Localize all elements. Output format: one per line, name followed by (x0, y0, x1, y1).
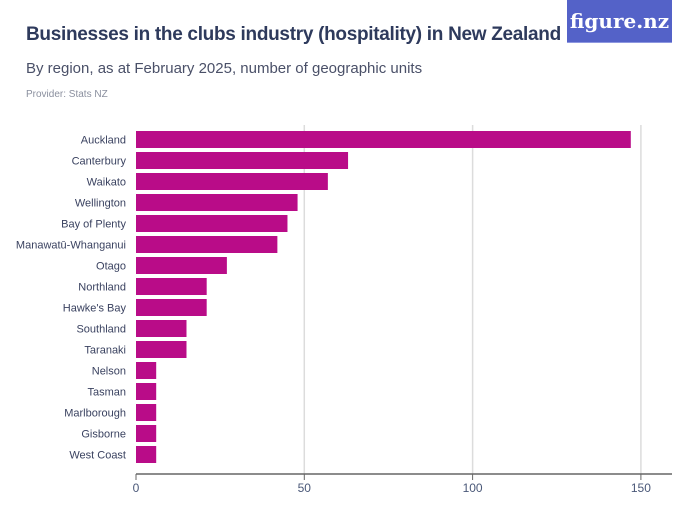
category-label: Waikato (87, 177, 126, 189)
chart-subtitle: By region, as at February 2025, number o… (26, 60, 423, 77)
bar-west-coast (136, 446, 157, 463)
bar-bay-of-plenty (136, 215, 288, 232)
bar-waikato (136, 173, 328, 190)
category-label: Tasman (87, 387, 126, 399)
provider-text: Provider: Stats NZ (26, 89, 108, 100)
category-label: Bay of Plenty (61, 219, 126, 231)
category-label: Nelson (92, 366, 126, 378)
x-tick-label: 50 (298, 481, 312, 495)
category-label: Taranaki (84, 345, 126, 357)
bar-auckland (136, 131, 631, 148)
category-label: Otago (96, 261, 126, 273)
bar-gisborne (136, 425, 157, 442)
bar-manawat-whanganui (136, 236, 278, 253)
category-label: West Coast (69, 450, 126, 462)
bar-otago (136, 257, 227, 274)
category-label: Southland (76, 324, 126, 336)
bar-canterbury (136, 152, 349, 169)
category-label: Manawatū-Whanganui (16, 240, 126, 252)
category-label: Hawke's Bay (63, 303, 127, 315)
bar-marlborough (136, 404, 157, 421)
category-label: Northland (78, 282, 126, 294)
bar-northland (136, 278, 207, 295)
chart-title: Businesses in the clubs industry (hospit… (26, 24, 561, 45)
x-tick-label: 100 (463, 481, 483, 495)
category-label: Wellington (75, 198, 126, 210)
bar-hawke-s-bay (136, 299, 207, 316)
figure-nz-logo[interactable]: figure.nz (567, 0, 672, 43)
bar-nelson (136, 362, 157, 379)
bar-wellington (136, 194, 298, 211)
bar-taranaki (136, 341, 187, 358)
bar-southland (136, 320, 187, 337)
category-label: Marlborough (64, 408, 126, 420)
category-label: Canterbury (72, 156, 127, 168)
x-tick-label: 0 (133, 481, 140, 495)
bar-tasman (136, 383, 157, 400)
category-label: Gisborne (81, 429, 126, 441)
category-label: Auckland (81, 135, 126, 147)
x-tick-label: 150 (631, 481, 651, 495)
